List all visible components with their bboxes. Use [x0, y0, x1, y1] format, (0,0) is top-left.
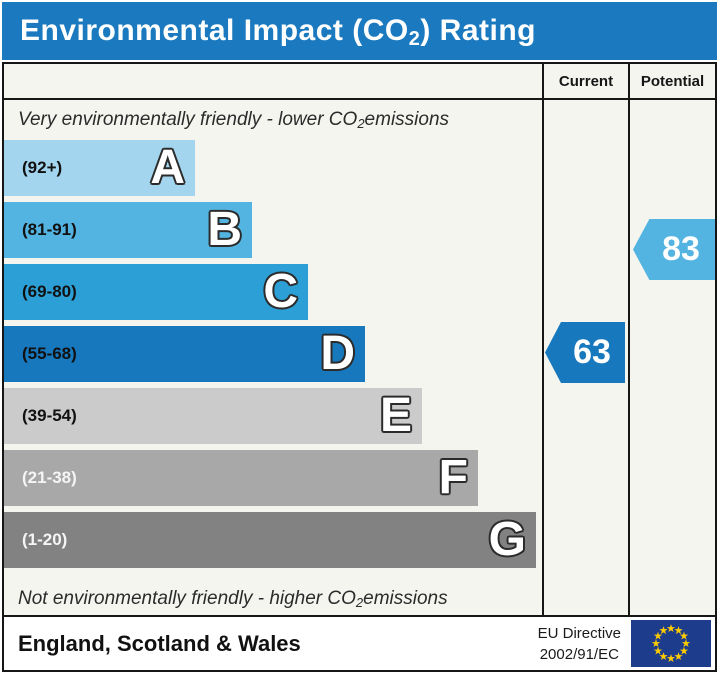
- band-d: (55-68) D: [4, 326, 365, 382]
- eu-directive-line2: 2002/91/EC: [539, 645, 619, 663]
- band-b-range: (81-91): [22, 220, 77, 239]
- eu-directive-line1: EU Directive: [537, 624, 621, 642]
- note-not-friendly: Not environmentally friendly - higher CO…: [4, 584, 542, 614]
- band-e-letter: E: [379, 389, 412, 442]
- band-g-range: (1-20): [22, 530, 68, 549]
- chart-title-bar: Environmental Impact (CO 2) Rating: [2, 2, 717, 60]
- band-c: (69-80) C: [4, 264, 308, 320]
- band-e-range: (39-54): [22, 406, 77, 425]
- band-b-letter: B: [207, 203, 242, 256]
- table-header-row: Current Potential: [4, 64, 715, 100]
- note-top-suffix: emissions: [364, 109, 450, 130]
- band-d-letter: D: [320, 327, 355, 380]
- header-cell-current: Current: [542, 64, 628, 98]
- note-bottom-subscript: 2: [355, 595, 364, 610]
- header-cell-potential: Potential: [628, 64, 715, 98]
- band-f: (21-38) F: [4, 450, 478, 506]
- band-g: (1-20) G: [4, 512, 536, 568]
- eu-directive-label: EU Directive 2002/91/EC: [538, 623, 621, 665]
- current-rating-arrow: 63: [545, 322, 625, 383]
- chart-title-prefix: Environmental Impact (CO: [20, 14, 409, 47]
- note-very-friendly: Very environmentally friendly - lower CO…: [4, 105, 542, 135]
- bands-column: Very environmentally friendly - lower CO…: [4, 100, 542, 615]
- band-d-range: (55-68): [22, 344, 77, 363]
- rating-table: Current Potential Very environmentally f…: [2, 62, 717, 672]
- header-cell-empty: [4, 64, 542, 98]
- band-e: (39-54) E: [4, 388, 422, 444]
- band-a-letter: A: [150, 141, 185, 194]
- eu-flag-icon: [631, 620, 711, 667]
- potential-rating-value: 83: [662, 230, 700, 268]
- band-g-letter: G: [488, 513, 526, 566]
- footer-bar: England, Scotland & Wales EU Directive 2…: [4, 615, 715, 670]
- band-a-range: (92+): [22, 158, 63, 177]
- chart-title-subscript: 2: [408, 28, 421, 50]
- potential-column: 83: [628, 100, 715, 615]
- band-f-letter: F: [438, 451, 468, 504]
- band-b: (81-91) B: [4, 202, 252, 258]
- band-a: (92+) A: [4, 140, 195, 196]
- band-c-letter: C: [263, 265, 298, 318]
- note-bottom-text: Not environmentally friendly - higher CO: [18, 588, 356, 609]
- note-top-text: Very environmentally friendly - lower CO: [18, 109, 358, 130]
- band-c-range: (69-80): [22, 282, 77, 301]
- band-f-range: (21-38): [22, 468, 77, 487]
- region-label: England, Scotland & Wales: [18, 630, 301, 656]
- chart-title-suffix: ) Rating: [420, 14, 537, 47]
- note-bottom-suffix: emissions: [363, 588, 448, 609]
- potential-rating-arrow: 83: [633, 219, 715, 280]
- note-top-subscript: 2: [357, 116, 365, 131]
- table-body-row: Very environmentally friendly - lower CO…: [4, 100, 715, 615]
- current-rating-value: 63: [573, 333, 611, 371]
- current-column: 63: [542, 100, 628, 615]
